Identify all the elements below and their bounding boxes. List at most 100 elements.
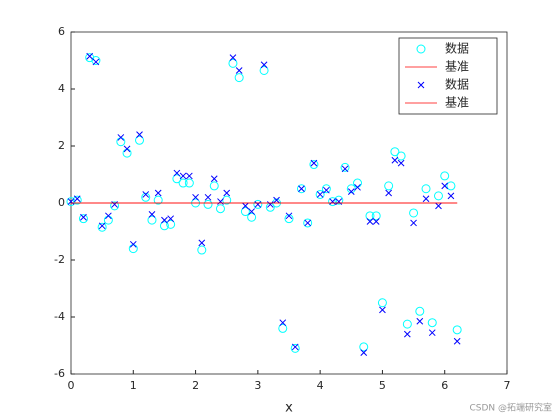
point xyxy=(323,186,330,194)
point xyxy=(161,216,168,224)
point xyxy=(290,343,300,353)
point xyxy=(340,162,350,172)
point xyxy=(234,73,244,83)
point xyxy=(410,219,417,227)
point xyxy=(217,198,224,205)
point xyxy=(178,178,188,188)
legend-label: 基准 xyxy=(445,96,469,110)
point xyxy=(78,214,88,224)
point xyxy=(159,221,169,231)
point xyxy=(166,219,176,229)
point xyxy=(303,218,313,228)
point xyxy=(435,202,442,210)
point xyxy=(153,195,163,205)
point xyxy=(85,53,95,63)
point xyxy=(416,317,424,325)
point xyxy=(184,178,194,188)
point xyxy=(80,213,87,221)
point xyxy=(347,188,355,195)
point xyxy=(173,169,181,177)
point xyxy=(385,189,393,197)
point xyxy=(433,191,443,201)
x-tick-label: 4 xyxy=(317,379,324,392)
point xyxy=(422,195,430,203)
point xyxy=(73,195,81,203)
point xyxy=(117,134,125,141)
point xyxy=(222,195,232,205)
point xyxy=(259,65,269,75)
point xyxy=(179,172,187,180)
point xyxy=(148,211,156,218)
point xyxy=(260,61,268,69)
point xyxy=(97,222,107,232)
point xyxy=(92,58,100,66)
legend-label: 数据 xyxy=(445,41,469,56)
point xyxy=(279,319,287,327)
point xyxy=(377,298,387,308)
point xyxy=(228,58,238,68)
point xyxy=(229,54,237,62)
x-tick-label: 3 xyxy=(254,379,261,392)
x-axis-label: x xyxy=(285,401,293,416)
point xyxy=(215,204,225,214)
point xyxy=(273,196,280,204)
point xyxy=(346,184,356,194)
point xyxy=(309,160,319,170)
point xyxy=(284,214,294,224)
point xyxy=(154,189,162,197)
point xyxy=(285,212,293,220)
point xyxy=(354,183,361,191)
point xyxy=(409,208,419,218)
y-tick-label: 2 xyxy=(58,139,65,152)
point xyxy=(242,202,249,210)
point xyxy=(298,185,305,193)
point xyxy=(421,184,431,194)
point xyxy=(371,211,381,221)
point xyxy=(427,318,437,328)
point xyxy=(72,195,82,205)
point xyxy=(360,349,368,356)
point xyxy=(441,182,449,190)
point xyxy=(91,56,101,65)
point xyxy=(86,52,94,60)
point xyxy=(291,343,299,351)
point xyxy=(210,175,218,183)
y-tick-label: -6 xyxy=(54,367,65,380)
legend-marker xyxy=(416,44,426,54)
point xyxy=(390,147,400,157)
point xyxy=(304,219,312,227)
point xyxy=(142,191,150,198)
x-tick-label: 5 xyxy=(379,379,386,392)
point xyxy=(235,67,243,74)
point xyxy=(185,172,193,180)
point xyxy=(192,193,199,201)
point xyxy=(105,212,112,220)
y-tick-label: -2 xyxy=(54,253,65,266)
point xyxy=(384,181,394,191)
point xyxy=(446,181,456,191)
legend-box xyxy=(398,37,498,115)
point xyxy=(310,159,318,167)
point xyxy=(402,319,412,329)
y-tick-label: 6 xyxy=(58,25,65,38)
point xyxy=(334,195,344,205)
legend-label: 数据 xyxy=(445,77,469,92)
point xyxy=(359,342,369,352)
point xyxy=(209,181,219,191)
point xyxy=(452,325,462,335)
point xyxy=(147,215,157,225)
point xyxy=(67,198,75,205)
point xyxy=(247,212,257,222)
point xyxy=(328,197,338,207)
point xyxy=(111,201,118,208)
point xyxy=(123,145,131,153)
point xyxy=(197,245,207,255)
point xyxy=(372,218,380,225)
y-tick-label: -4 xyxy=(54,310,65,323)
point xyxy=(167,215,175,223)
point xyxy=(397,159,405,167)
point xyxy=(136,131,143,138)
watermark: CSDN @拓端研究室 xyxy=(469,402,552,414)
point xyxy=(110,201,120,211)
